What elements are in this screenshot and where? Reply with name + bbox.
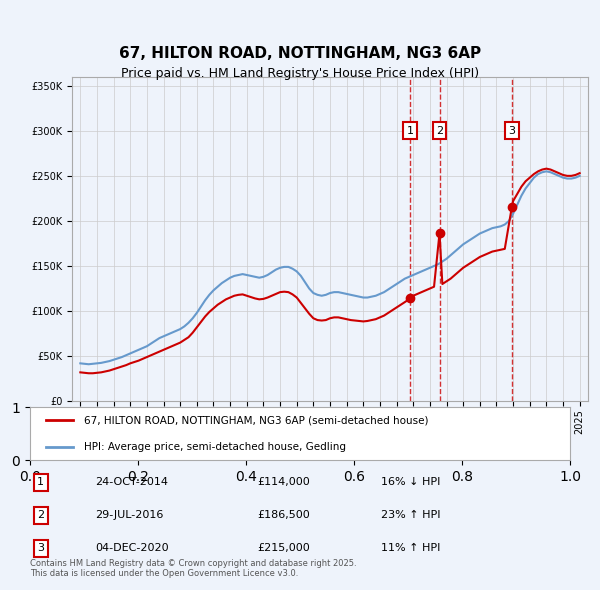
Text: Price paid vs. HM Land Registry's House Price Index (HPI): Price paid vs. HM Land Registry's House … — [121, 67, 479, 80]
Text: 3: 3 — [508, 126, 515, 136]
Text: 1: 1 — [37, 477, 44, 487]
Text: 2: 2 — [436, 126, 443, 136]
Text: 23% ↑ HPI: 23% ↑ HPI — [381, 510, 440, 520]
Text: HPI: Average price, semi-detached house, Gedling: HPI: Average price, semi-detached house,… — [84, 442, 346, 452]
Text: 3: 3 — [37, 543, 44, 553]
Text: 2: 2 — [37, 510, 44, 520]
Text: 1: 1 — [407, 126, 414, 136]
Text: 29-JUL-2016: 29-JUL-2016 — [95, 510, 163, 520]
Text: Contains HM Land Registry data © Crown copyright and database right 2025.
This d: Contains HM Land Registry data © Crown c… — [30, 559, 356, 578]
Text: £215,000: £215,000 — [257, 543, 310, 553]
Text: 67, HILTON ROAD, NOTTINGHAM, NG3 6AP (semi-detached house): 67, HILTON ROAD, NOTTINGHAM, NG3 6AP (se… — [84, 415, 428, 425]
Text: 16% ↓ HPI: 16% ↓ HPI — [381, 477, 440, 487]
Text: £186,500: £186,500 — [257, 510, 310, 520]
Text: 24-OCT-2014: 24-OCT-2014 — [95, 477, 168, 487]
Text: £114,000: £114,000 — [257, 477, 310, 487]
Text: 04-DEC-2020: 04-DEC-2020 — [95, 543, 169, 553]
Text: 11% ↑ HPI: 11% ↑ HPI — [381, 543, 440, 553]
Text: 67, HILTON ROAD, NOTTINGHAM, NG3 6AP: 67, HILTON ROAD, NOTTINGHAM, NG3 6AP — [119, 45, 481, 61]
